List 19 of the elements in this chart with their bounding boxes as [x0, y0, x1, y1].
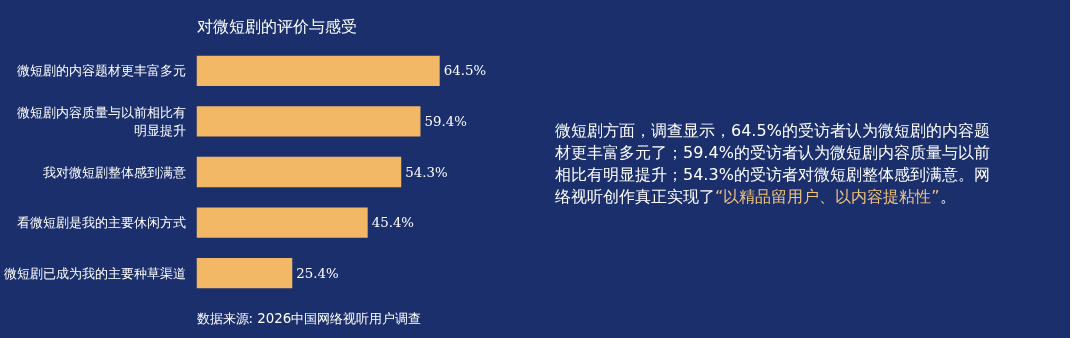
bar [196, 106, 421, 137]
data-label: 54.3% [405, 164, 448, 180]
bar [196, 257, 293, 289]
data-label: 64.5% [443, 63, 487, 79]
data-label: 25.4% [296, 265, 339, 281]
y-tick-label: 微短剧内容质量与以前相比有明显提升 [16, 104, 186, 138]
text: “以精品留用户、以内容提粘性” [715, 187, 940, 206]
text: 。 [939, 187, 956, 206]
data-label: 45.4% [371, 215, 415, 231]
source-note: 数据来源: 2026中国网络视听用户调查 [196, 310, 422, 326]
bar [196, 156, 402, 188]
bar [196, 207, 368, 238]
y-tick-label: 我对微短剧整体感到满意 [42, 164, 186, 180]
chart-title: 对微短剧的评价与感受 [196, 16, 357, 36]
data-label: 59.4% [424, 113, 467, 129]
y-tick-label: 微短剧已成为我的主要种草渠道 [3, 265, 186, 281]
y-tick-label: 看微短剧是我的主要休闲方式 [16, 215, 186, 231]
bar [196, 55, 440, 87]
y-tick-label: 微短剧的内容题材更丰富多元 [16, 63, 186, 79]
